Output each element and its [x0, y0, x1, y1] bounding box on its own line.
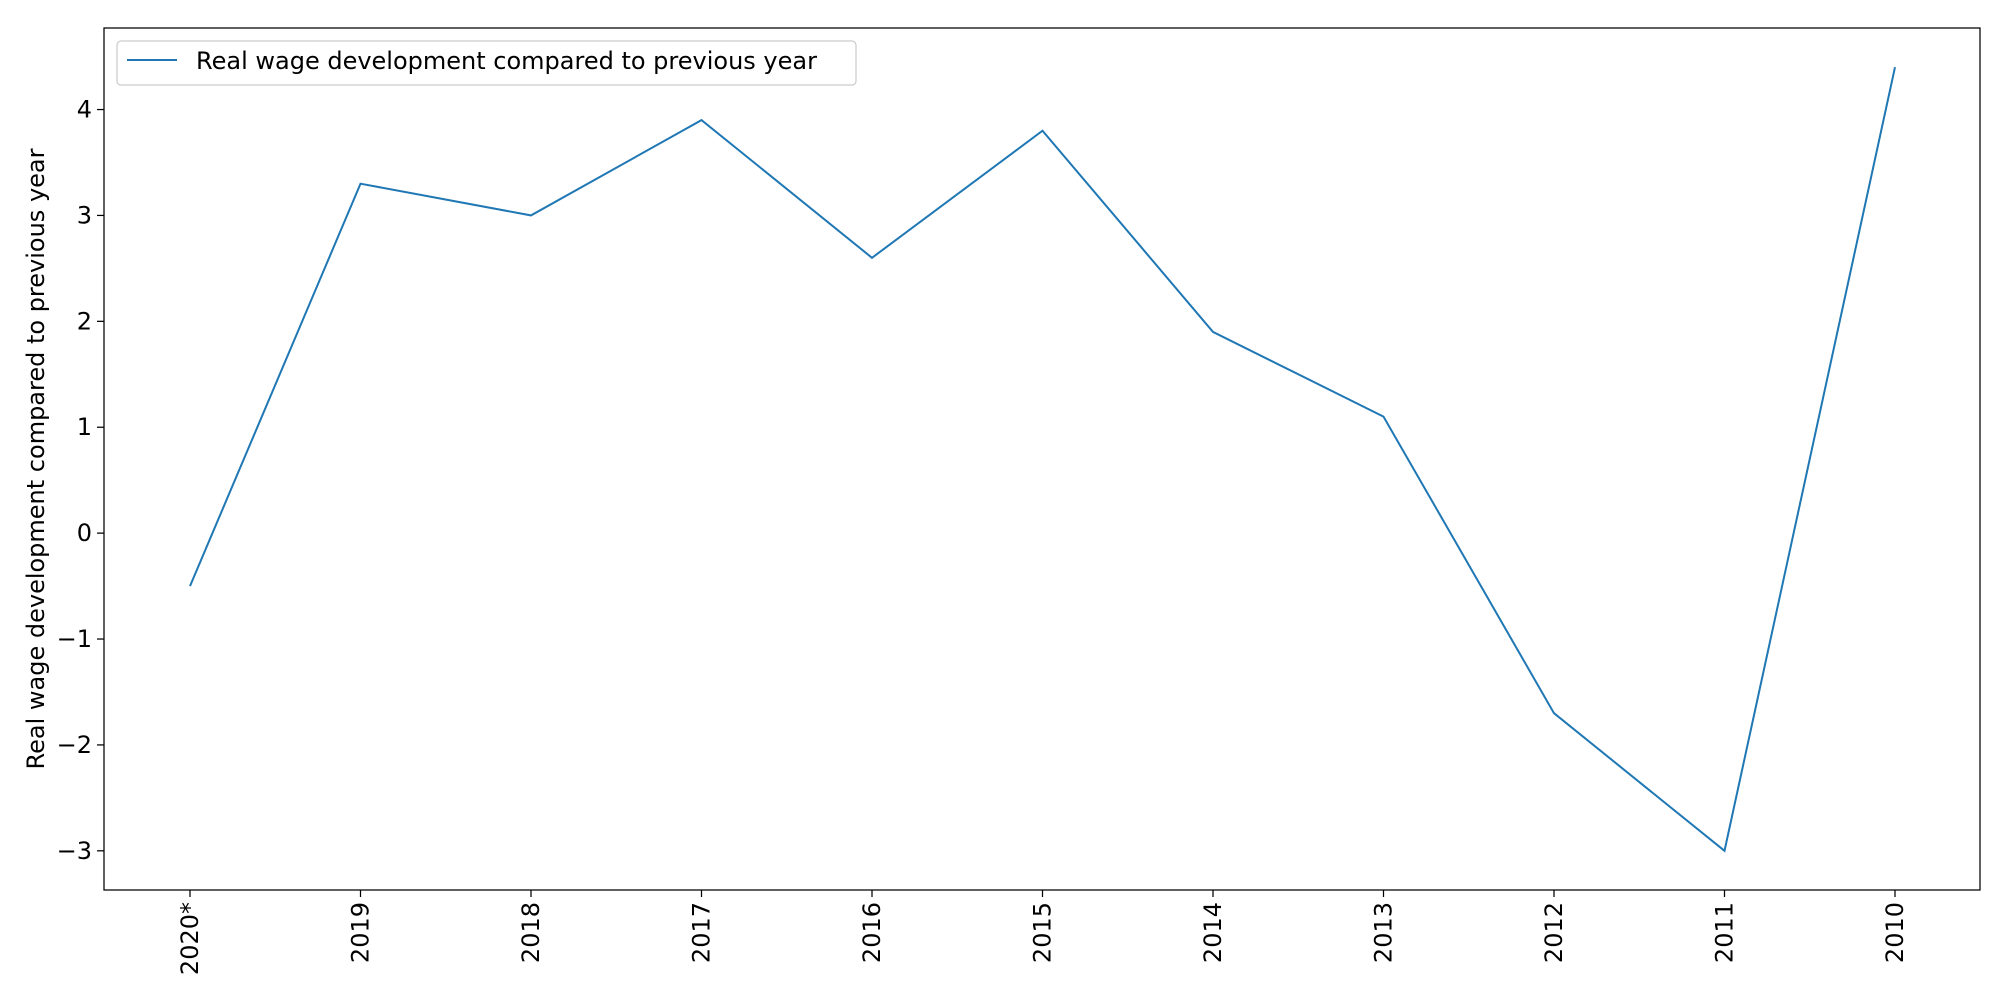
data-point — [359, 182, 363, 186]
y-tick-label: −1 — [57, 625, 92, 653]
series-layer — [188, 65, 1897, 853]
data-point — [1211, 330, 1215, 334]
x-tick-label: 2020* — [176, 902, 204, 975]
data-point — [1552, 711, 1556, 715]
x-tick-label: 2012 — [1540, 902, 1568, 963]
y-tick-label: 3 — [77, 201, 92, 229]
x-tick-label: 2015 — [1029, 902, 1057, 963]
y-tick-label: 0 — [77, 519, 92, 547]
x-tick-label: 2013 — [1370, 902, 1398, 963]
data-point — [700, 118, 704, 122]
data-point — [1382, 415, 1386, 419]
plot-frame — [103, 27, 1981, 891]
y-tick-label: 2 — [77, 307, 92, 335]
legend-label: Real wage development compared to previo… — [196, 47, 817, 75]
x-axis: 2020* 2019 2018 2017 2016 2015 2014 2013 2012 201… — [176, 890, 1909, 975]
x-tick-label: 2011 — [1711, 902, 1739, 963]
y-axis: −3 −2 −1 0 1 2 3 4 — [57, 96, 104, 865]
y-tick-label: −3 — [57, 837, 92, 865]
data-point — [1893, 65, 1897, 69]
x-tick-label: 2010 — [1881, 902, 1909, 963]
series-line — [189, 66, 1896, 853]
data-point — [188, 584, 192, 588]
y-tick-label: 4 — [77, 96, 92, 124]
x-tick-label: 2017 — [688, 902, 716, 963]
legend[interactable]: Real wage development compared to previo… — [116, 40, 857, 86]
data-point — [529, 213, 533, 217]
x-tick-label: 2018 — [517, 902, 545, 963]
x-tick-label: 2019 — [347, 902, 375, 963]
legend-box — [116, 40, 857, 86]
data-point — [1723, 849, 1727, 853]
y-axis-title: Real wage development compared to previo… — [22, 148, 50, 769]
x-tick-label: 2016 — [858, 902, 886, 963]
y-tick-label: 1 — [77, 413, 92, 441]
x-tick-label: 2014 — [1199, 902, 1227, 963]
data-point — [1041, 129, 1045, 133]
y-tick-label: −2 — [57, 731, 92, 759]
data-point — [870, 256, 874, 260]
